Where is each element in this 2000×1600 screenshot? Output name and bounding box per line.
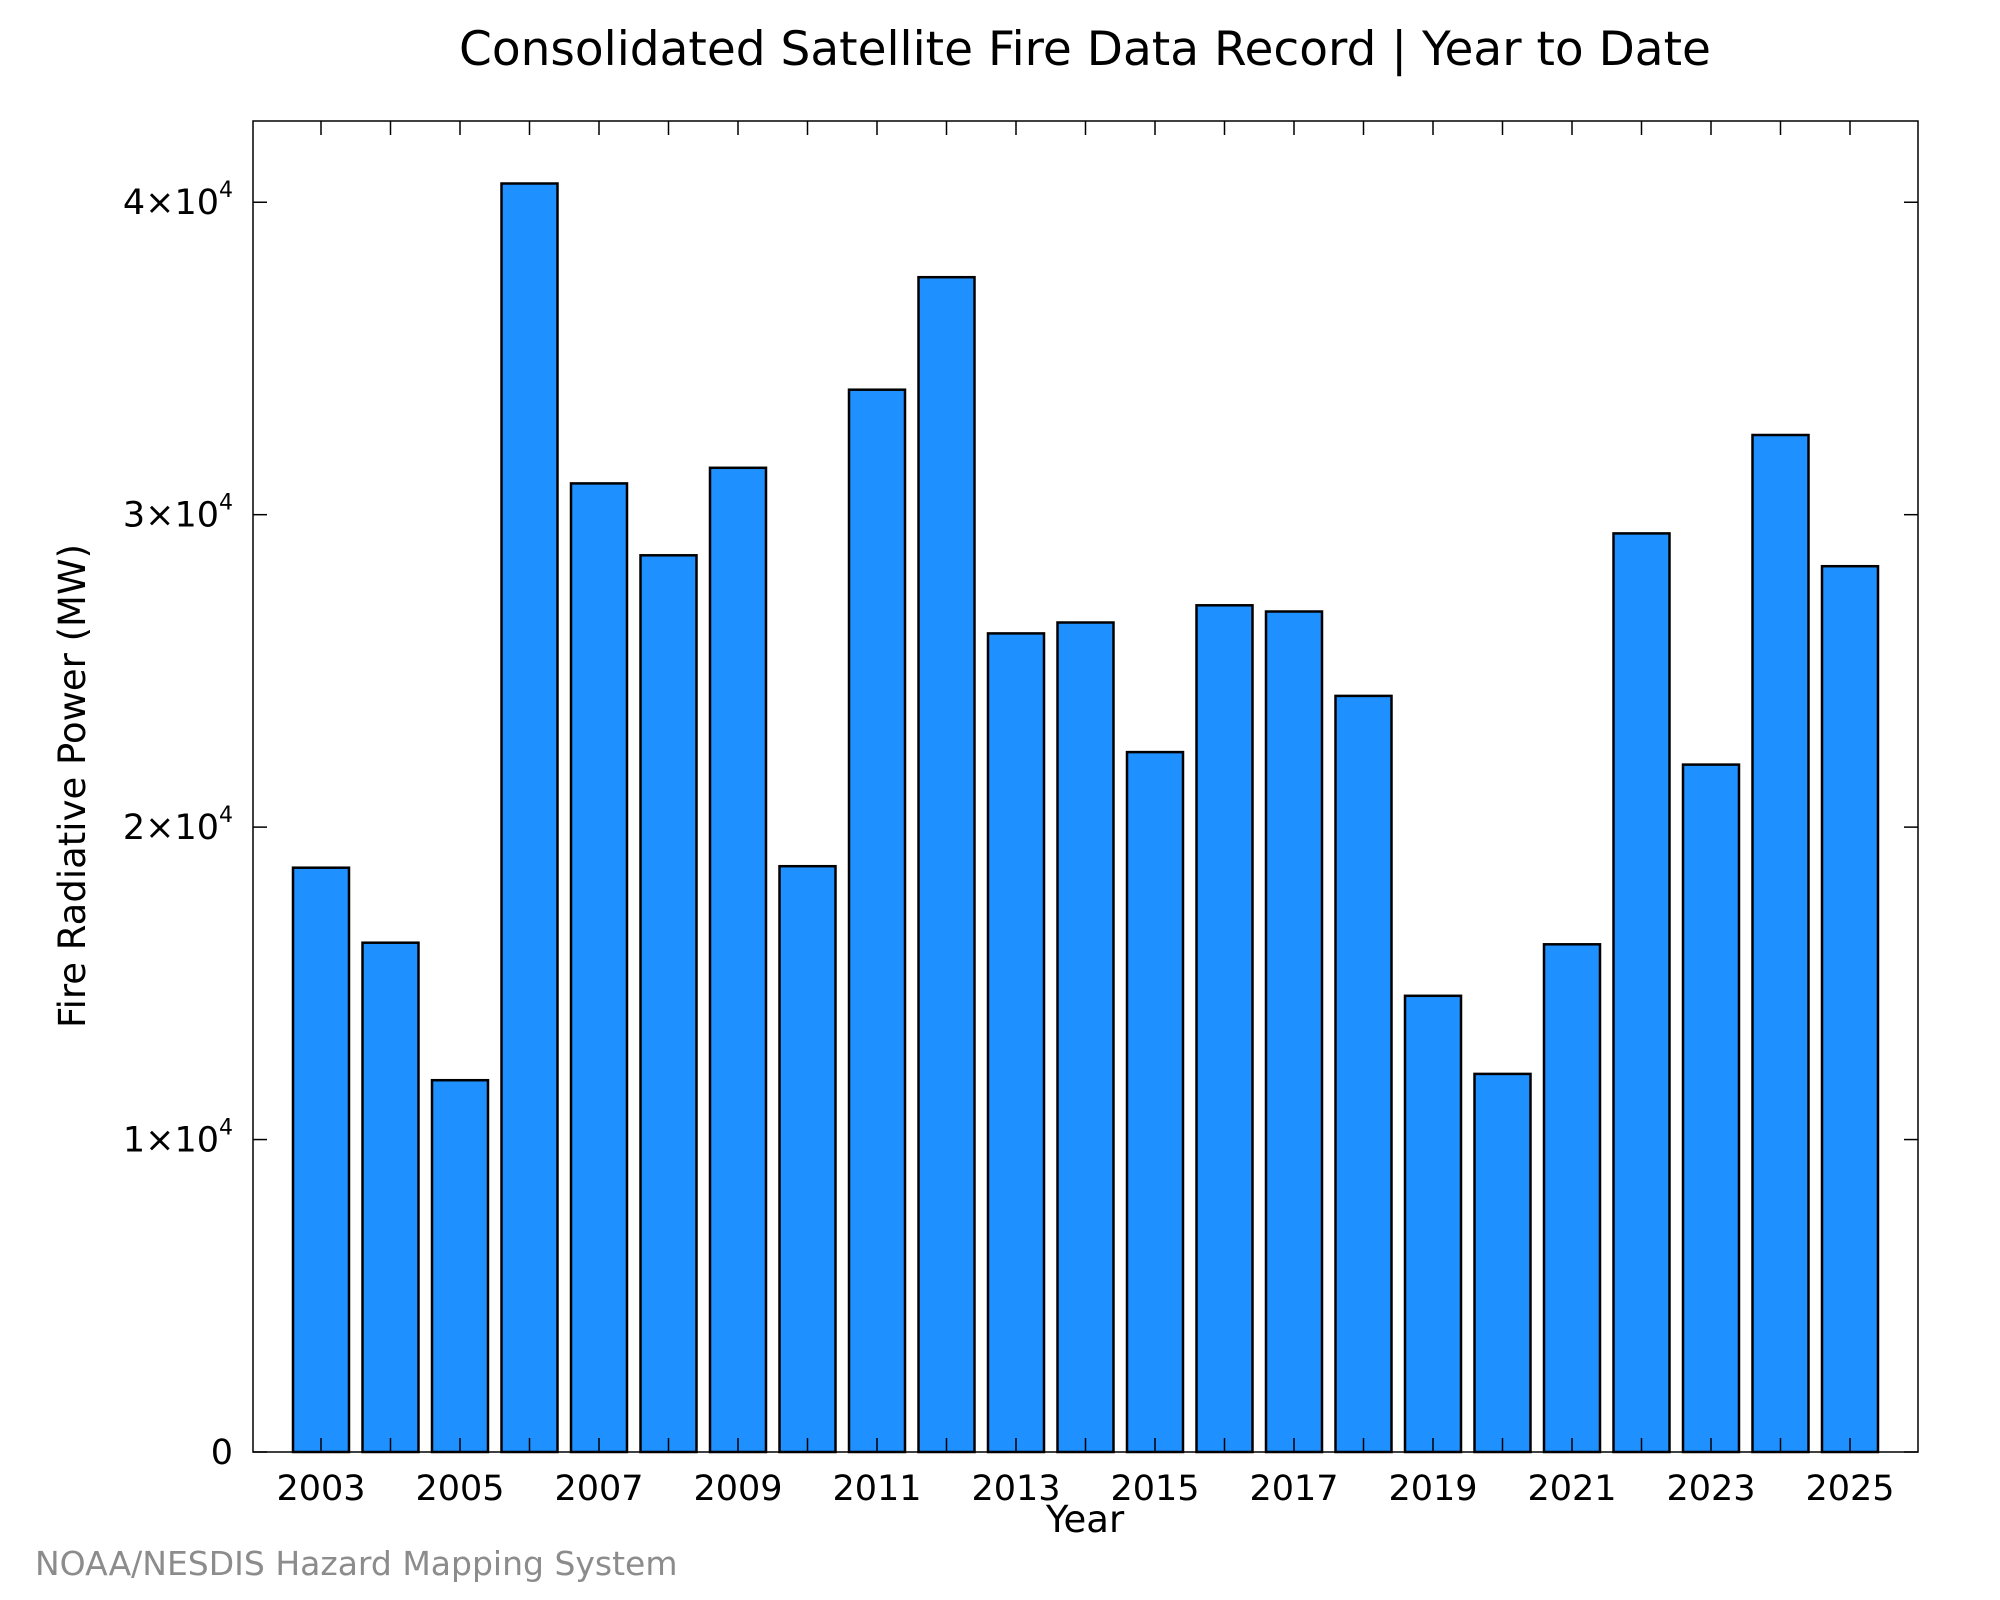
x-tick-label: 2013 (971, 1469, 1060, 1509)
bar-2021 (1542, 943, 1602, 1454)
x-tick-label: 2007 (554, 1469, 643, 1509)
bar-2005 (430, 1078, 490, 1454)
x-tick-label: 2025 (1805, 1469, 1894, 1509)
y-tick-label: 0 (211, 1433, 233, 1473)
bar-2019 (1403, 994, 1463, 1454)
bar-2007 (569, 482, 629, 1454)
bar-2015 (1125, 750, 1185, 1454)
bar-2022 (1612, 532, 1671, 1454)
bar-2013 (986, 632, 1046, 1454)
x-tick-label: 2023 (1666, 1469, 1755, 1509)
bar-2009 (708, 466, 768, 1454)
ticks-group: 0 1×104 2×104 3×104 4×104 2003 2005 2007 2009 201… (123, 121, 1918, 1509)
x-tick-label: 2015 (1110, 1469, 1199, 1509)
x-tick-label: 2009 (693, 1469, 782, 1509)
y-axis-label: Fire Radiative Power (MW) (51, 544, 94, 1028)
y-tick-label: 2×104 (123, 803, 233, 848)
bar-2004 (361, 941, 420, 1454)
x-tick-label: 2011 (832, 1469, 921, 1509)
bar-2018 (1334, 694, 1393, 1454)
bar-2011 (847, 388, 907, 1454)
bar-2024 (1751, 433, 1810, 1454)
y-tick-label: 4×104 (123, 178, 233, 223)
bar-2020 (1473, 1072, 1532, 1454)
x-tick-label: 2021 (1527, 1469, 1616, 1509)
bar-2010 (778, 864, 837, 1454)
x-tick-label: 2003 (276, 1469, 365, 1509)
x-axis-label: Year (1045, 1498, 1125, 1541)
y-tick-label: 1×104 (123, 1116, 233, 1161)
bar-2023 (1681, 763, 1741, 1454)
bar-2012 (917, 275, 976, 1454)
bar-2006 (500, 182, 559, 1454)
bars-group (291, 182, 1880, 1454)
chart-title: Consolidated Satellite Fire Data Record … (459, 22, 1711, 77)
bar-2003 (291, 866, 351, 1454)
bar-2008 (639, 554, 698, 1454)
y-tick-label: 3×104 (123, 491, 233, 536)
x-tick-label: 2019 (1388, 1469, 1477, 1509)
bar-2016 (1195, 604, 1254, 1454)
bar-2025 (1820, 564, 1880, 1454)
bar-2014 (1056, 621, 1115, 1454)
bar-2017 (1264, 610, 1324, 1454)
source-credit: NOAA/NESDIS Hazard Mapping System (35, 1544, 678, 1583)
x-tick-label: 2017 (1249, 1469, 1338, 1509)
plot-frame (252, 120, 1919, 1453)
x-tick-label: 2005 (415, 1469, 504, 1509)
